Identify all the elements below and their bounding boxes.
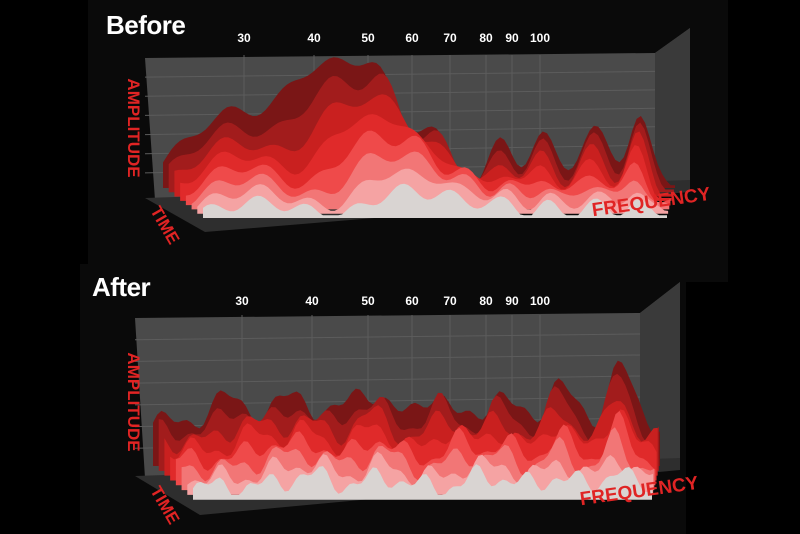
- x-tick-label: 80: [479, 31, 493, 45]
- x-tick-label: 50: [361, 294, 375, 308]
- x-tick-label: 100: [530, 31, 550, 45]
- x-tick-label: 100: [530, 294, 550, 308]
- side-wall: [655, 28, 690, 192]
- x-tick-label: 30: [237, 31, 251, 45]
- side-wall: [640, 282, 680, 470]
- grid-line: [144, 89, 656, 97]
- x-tick-label: 40: [307, 31, 321, 45]
- x-tick-label: 50: [361, 31, 375, 45]
- x-tick-label: 90: [505, 294, 519, 308]
- y-axis-label: AMPLITUDE: [124, 352, 143, 451]
- grid-line: [134, 354, 641, 362]
- x-tick-label: 90: [505, 31, 519, 45]
- grid-line: [144, 70, 656, 78]
- x-tick-label: 70: [443, 31, 457, 45]
- x-tick-label: 40: [305, 294, 319, 308]
- grid-line: [134, 333, 641, 341]
- x-tick-label: 60: [405, 31, 419, 45]
- x-tick-label: 70: [443, 294, 457, 308]
- series-layer-8: [203, 183, 667, 218]
- series-layer-8: [193, 464, 652, 500]
- x-tick-label: 80: [479, 294, 493, 308]
- after-title: After: [92, 272, 151, 302]
- x-tick-label: 30: [235, 294, 249, 308]
- x-tick-label: 60: [405, 294, 419, 308]
- before-title: Before: [106, 10, 186, 40]
- y-axis-label: AMPLITUDE: [124, 78, 143, 177]
- grid-line: [134, 375, 641, 384]
